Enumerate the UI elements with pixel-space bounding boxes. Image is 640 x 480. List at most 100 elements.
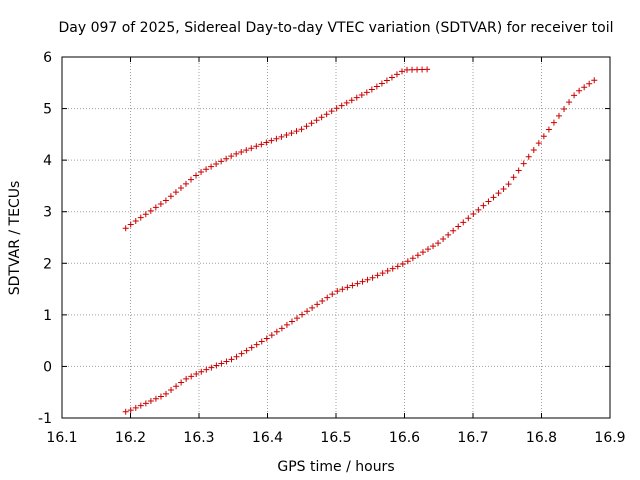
- data-point: [198, 368, 205, 375]
- data-point: [188, 176, 195, 183]
- data-point: [424, 66, 431, 73]
- data-point: [450, 227, 457, 234]
- data-point: [515, 167, 522, 174]
- chart-title: Day 097 of 2025, Sidereal Day-to-day VTE…: [58, 20, 613, 36]
- data-point: [323, 111, 330, 118]
- data-point: [283, 321, 290, 328]
- data-point: [561, 106, 568, 113]
- x-tick-label: 16.5: [320, 430, 351, 446]
- data-point: [324, 294, 331, 301]
- data-point: [363, 89, 370, 96]
- data-point: [319, 298, 326, 305]
- data-point: [233, 150, 240, 157]
- data-point: [258, 338, 265, 345]
- data-point: [419, 66, 426, 73]
- x-tick-label: 16.8: [526, 430, 557, 446]
- y-axis-label: SDTVAR / TECUs: [7, 181, 23, 296]
- data-point: [213, 161, 220, 168]
- data-point: [283, 131, 290, 138]
- data-point: [368, 86, 375, 93]
- data-point: [253, 143, 260, 150]
- data-point: [409, 66, 416, 73]
- data-point: [293, 315, 300, 322]
- x-tick-label: 16.7: [457, 430, 488, 446]
- data-point: [263, 139, 270, 146]
- data-point: [576, 87, 583, 94]
- data-point: [178, 379, 185, 386]
- data-point: [132, 218, 139, 225]
- data-point: [485, 198, 492, 205]
- data-point: [193, 172, 200, 179]
- data-point: [213, 362, 220, 369]
- data-point: [147, 207, 154, 214]
- data-point: [344, 284, 351, 291]
- data-point: [364, 276, 371, 283]
- data-point: [309, 304, 316, 311]
- data-point: [550, 119, 557, 126]
- data-point: [354, 280, 361, 287]
- data-point: [334, 288, 341, 295]
- data-point: [530, 146, 537, 153]
- data-point: [369, 274, 376, 281]
- x-axis-label: GPS time / hours: [277, 459, 394, 475]
- data-point: [137, 214, 144, 221]
- data-point: [288, 318, 295, 325]
- data-point: [182, 180, 189, 187]
- data-point: [142, 400, 149, 407]
- data-point: [313, 117, 320, 124]
- data-point: [163, 390, 170, 397]
- data-point: [419, 249, 426, 256]
- y-tick-label: 5: [43, 102, 52, 118]
- data-point: [278, 133, 285, 140]
- data-point: [348, 97, 355, 104]
- data-point: [540, 133, 547, 140]
- data-point: [293, 128, 300, 135]
- data-point: [258, 141, 265, 148]
- data-point: [304, 308, 311, 315]
- x-tick-label: 16.9: [594, 430, 625, 446]
- y-tick-label: 2: [43, 256, 52, 272]
- data-point: [223, 155, 230, 162]
- y-tick-label: 6: [43, 50, 52, 66]
- data-point: [389, 265, 396, 272]
- data-point: [525, 153, 532, 160]
- data-point: [404, 66, 411, 73]
- data-point: [273, 135, 280, 142]
- data-point: [299, 311, 306, 318]
- data-point: [173, 383, 180, 390]
- data-point: [440, 236, 447, 243]
- data-point: [314, 301, 321, 308]
- data-point: [268, 332, 275, 339]
- data-point: [152, 204, 159, 211]
- data-point: [142, 211, 149, 218]
- y-tick-label: 3: [43, 205, 52, 221]
- data-point: [303, 123, 310, 130]
- data-point: [208, 163, 215, 170]
- data-point: [339, 286, 346, 293]
- x-tick-label: 16.4: [252, 430, 283, 446]
- data-point: [243, 347, 250, 354]
- data-point: [374, 272, 381, 279]
- data-point: [465, 215, 472, 222]
- data-point: [198, 168, 205, 175]
- data-point: [162, 197, 169, 204]
- data-point: [193, 370, 200, 377]
- data-point: [233, 353, 240, 360]
- data-point: [248, 145, 255, 152]
- data-point: [243, 147, 250, 154]
- data-point: [358, 91, 365, 98]
- data-point: [183, 375, 190, 382]
- series-track-upper: [122, 66, 431, 232]
- data-point: [535, 140, 542, 147]
- data-point: [273, 328, 280, 335]
- data-point: [157, 393, 164, 400]
- data-point: [228, 153, 235, 160]
- data-point: [203, 366, 210, 373]
- data-point: [581, 84, 588, 91]
- data-point: [168, 387, 175, 394]
- data-point: [177, 184, 184, 191]
- data-point: [460, 219, 467, 226]
- data-point: [475, 206, 482, 213]
- data-point: [384, 267, 391, 274]
- data-point: [591, 77, 598, 84]
